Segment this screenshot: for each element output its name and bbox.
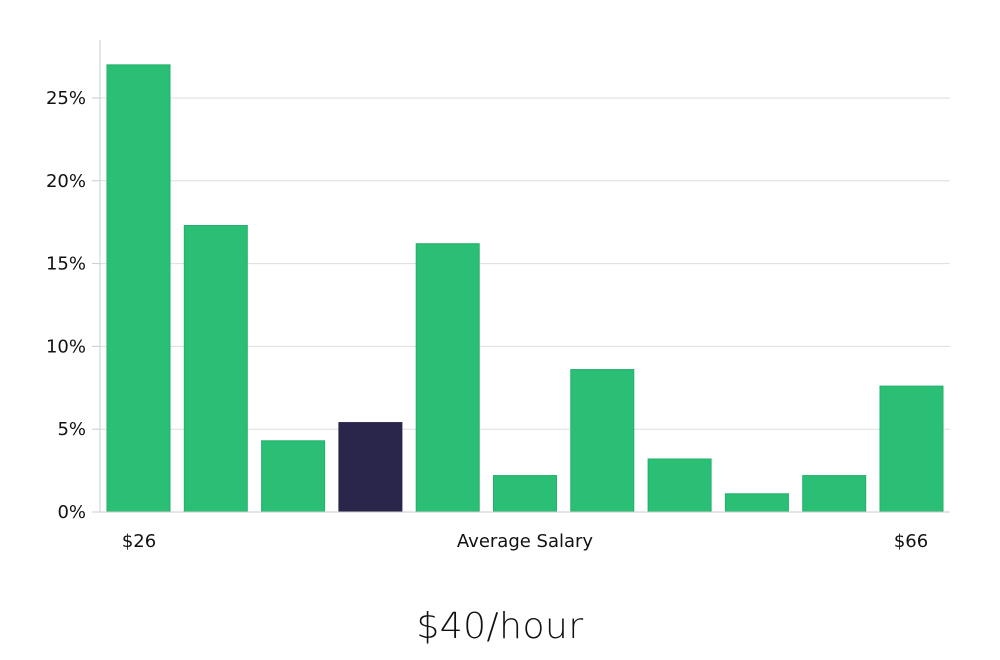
bar — [183, 224, 248, 513]
salary-histogram: 0% 5% 10% 15% 20% 25% $26 Average Salary $66 — [46, 40, 950, 552]
bar-highlighted — [338, 422, 403, 513]
bar — [802, 475, 867, 513]
y-tick-label: 0% — [57, 502, 86, 523]
bars — [106, 64, 944, 513]
y-tick-label: 10% — [46, 336, 86, 357]
y-tick-labels: 0% 5% 10% 15% 20% 25% — [46, 88, 100, 523]
bar — [106, 64, 171, 513]
bar — [261, 440, 326, 513]
y-tick-label: 5% — [57, 419, 86, 440]
y-tick-label: 15% — [46, 254, 86, 275]
bar — [415, 243, 480, 513]
x-end-label: $66 — [894, 531, 928, 552]
x-start-label: $26 — [122, 531, 156, 552]
x-axis-label: Average Salary — [457, 531, 594, 552]
bar — [570, 369, 635, 513]
bar — [879, 385, 944, 513]
y-tick-label: 25% — [46, 88, 86, 109]
bar — [647, 458, 712, 513]
bar — [724, 493, 789, 513]
salary-value: $40/hour — [416, 606, 584, 647]
y-tick-label: 20% — [46, 171, 86, 192]
bar — [493, 475, 557, 513]
axes — [99, 40, 950, 513]
